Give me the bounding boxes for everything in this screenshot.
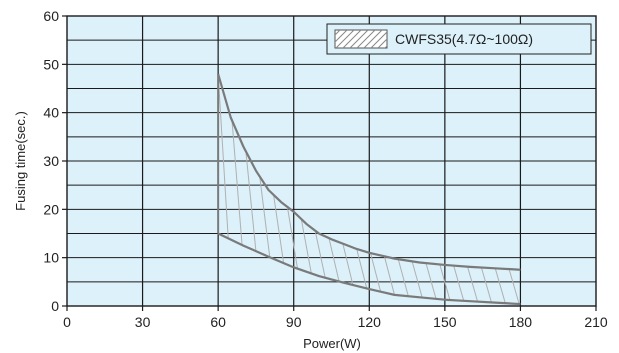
hatch-line	[467, 266, 479, 302]
hatch-line	[411, 261, 423, 298]
hatch-line	[494, 268, 506, 304]
x-tick-label-120: 120	[358, 314, 382, 330]
hatch-line	[370, 252, 382, 292]
x-tick-label-0: 0	[63, 314, 71, 330]
hatch-region	[217, 73, 520, 305]
legend-hatch-line	[370, 31, 387, 48]
hatch-line	[300, 218, 312, 274]
hatch-line	[453, 265, 465, 301]
hatch-line	[397, 259, 409, 297]
x-tick-label-90: 90	[286, 314, 302, 330]
legend-hatch-line	[363, 30, 383, 48]
hatch-line	[245, 151, 257, 252]
y-tick-label-20: 20	[43, 201, 59, 217]
x-tick-labels: 0 30 60 90 120 150 180 210	[63, 314, 608, 330]
x-tick-label-210: 210	[584, 314, 608, 330]
y-axis-title: Fusing time(sec.)	[13, 111, 28, 211]
hatch-line	[217, 73, 229, 239]
hatch-line	[439, 264, 451, 301]
legend-hatch-line	[356, 30, 376, 48]
hatch-line	[286, 206, 298, 269]
x-tick-label-60: 60	[210, 314, 226, 330]
hatch-line	[383, 256, 395, 296]
legend: CWFS35(4.7Ω~100Ω)	[326, 23, 592, 55]
hatch-line	[508, 268, 520, 305]
hatch-line	[273, 194, 285, 264]
hatch-line	[480, 267, 492, 303]
y-tick-label-30: 30	[43, 153, 59, 169]
x-axis-title: Power(W)	[303, 336, 361, 351]
hatch-line	[231, 120, 243, 246]
y-tick-label-10: 10	[43, 250, 59, 266]
y-tick-label-0: 0	[51, 298, 59, 314]
legend-hatch-line	[342, 30, 362, 48]
legend-hatch-line	[335, 30, 341, 36]
hatch-line	[356, 248, 368, 289]
y-tick-label-40: 40	[43, 105, 59, 121]
legend-label: CWFS35(4.7Ω~100Ω)	[395, 31, 533, 47]
series-lines	[217, 73, 521, 306]
y-tick-label-50: 50	[43, 56, 59, 72]
hatch-line	[328, 238, 340, 282]
x-tick-label-150: 150	[433, 314, 457, 330]
y-tick-label-60: 60	[43, 8, 59, 24]
legend-swatch-hatch	[335, 30, 387, 48]
y-tick-labels: 0 10 20 30 40 50 60	[43, 8, 59, 314]
x-tick-label-30: 30	[135, 314, 151, 330]
legend-hatch-line	[377, 38, 387, 48]
hatch-line	[314, 230, 326, 278]
legend-hatch-line	[349, 30, 369, 48]
legend-hatch-line	[335, 30, 355, 48]
series-lower-curve	[217, 232, 521, 306]
hatch-line	[425, 262, 437, 300]
hatch-line	[342, 243, 354, 286]
axes	[62, 15, 597, 311]
legend-hatch-line	[335, 30, 348, 43]
x-tick-label-180: 180	[509, 314, 533, 330]
hatch-line	[259, 176, 271, 258]
series-upper-curve	[217, 73, 521, 271]
